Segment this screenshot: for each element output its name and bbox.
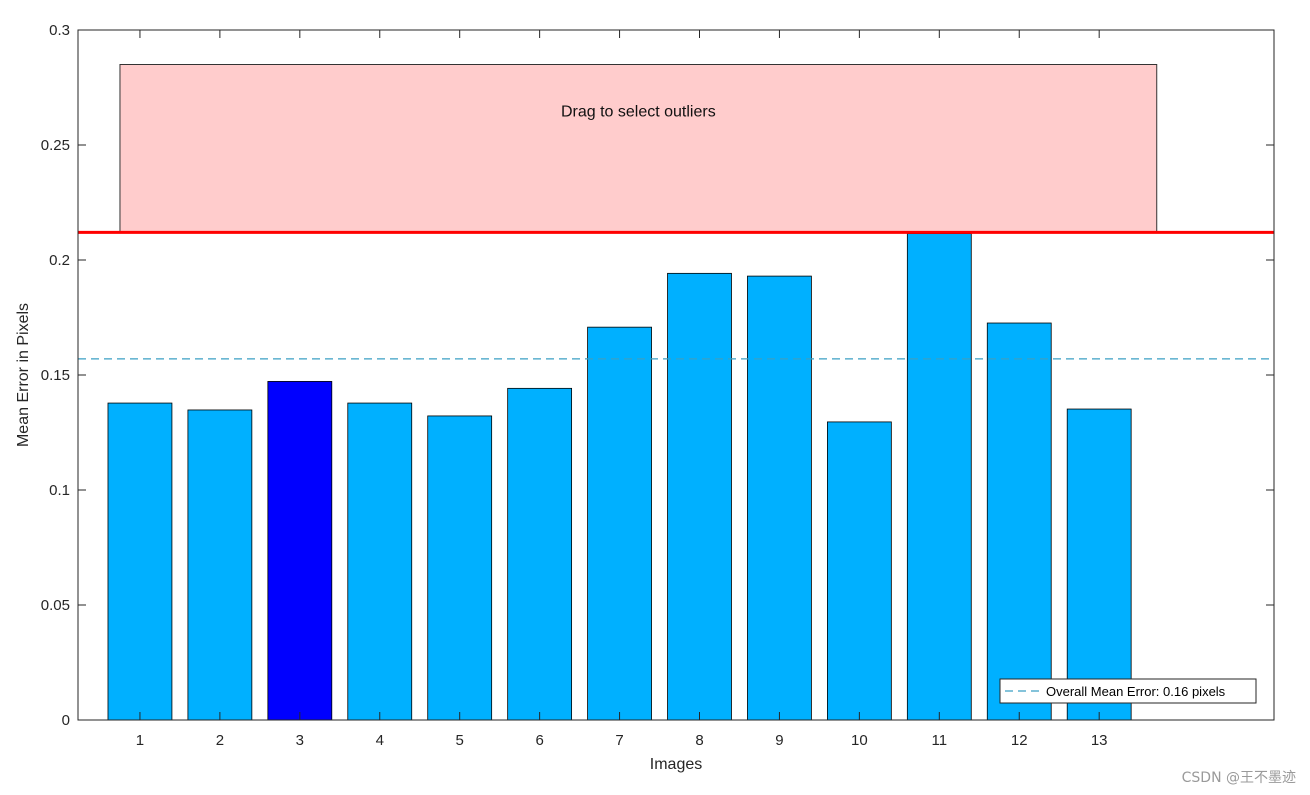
bar-image-10[interactable] — [827, 421, 892, 721]
legend-entry-overall-mean: Overall Mean Error: 0.16 pixels — [1046, 684, 1226, 699]
x-tick-label: 7 — [615, 732, 623, 749]
bars — [107, 233, 1132, 721]
x-tick-label: 11 — [932, 732, 948, 749]
x-tick-label: 3 — [296, 732, 304, 749]
y-tick-label: 0.15 — [41, 367, 70, 384]
bar-image-9[interactable] — [747, 275, 812, 721]
x-tick-label: 12 — [1011, 732, 1028, 749]
y-tick-label: 0.2 — [49, 252, 70, 269]
x-tick-label: 13 — [1091, 732, 1108, 749]
bar-image-4[interactable] — [347, 402, 413, 721]
bar-image-1[interactable] — [107, 402, 173, 721]
x-tick-label: 10 — [851, 732, 868, 749]
watermark-text: CSDN @王不墨迹 — [1182, 770, 1296, 786]
y-axis-ticks: 0 0.05 0.1 0.15 0.2 0.25 0.3 — [41, 22, 1274, 729]
bar-image-8[interactable] — [667, 272, 732, 721]
x-axis-label: Images — [650, 756, 702, 773]
y-axis-label: Mean Error in Pixels — [15, 303, 32, 447]
y-tick-label: 0.25 — [41, 137, 70, 154]
x-tick-label: 1 — [136, 732, 144, 749]
outlier-selection-region[interactable]: Drag to select outliers — [119, 64, 1158, 233]
x-tick-label: 8 — [695, 732, 703, 749]
legend-box — [999, 678, 1257, 704]
legend: Overall Mean Error: 0.16 pixels — [999, 678, 1257, 704]
bar-image-5[interactable] — [427, 415, 493, 721]
x-tick-label: 5 — [456, 732, 464, 749]
bar-image-12[interactable] — [986, 322, 1052, 721]
x-axis-ticks: 1 2 3 4 5 6 7 8 9 10 11 12 13 — [136, 30, 1108, 749]
x-tick-label: 4 — [376, 732, 384, 749]
x-tick-label: 2 — [216, 732, 224, 749]
bar-image-11[interactable] — [906, 233, 972, 721]
bar-image-13[interactable] — [1066, 408, 1132, 721]
y-tick-label: 0.3 — [49, 22, 70, 39]
x-tick-label: 9 — [775, 732, 783, 749]
outlier-selection-box[interactable] — [119, 64, 1158, 233]
bar-image-7[interactable] — [587, 326, 652, 721]
y-tick-label: 0.1 — [49, 482, 70, 499]
bar-image-6[interactable] — [507, 387, 573, 721]
outlier-selection-label: Drag to select outliers — [561, 103, 716, 120]
bar-image-3[interactable] — [267, 381, 333, 721]
y-tick-label: 0.05 — [41, 597, 70, 614]
x-tick-label: 6 — [535, 732, 543, 749]
bar-image-2[interactable] — [187, 409, 253, 721]
y-tick-label: 0 — [62, 712, 70, 729]
